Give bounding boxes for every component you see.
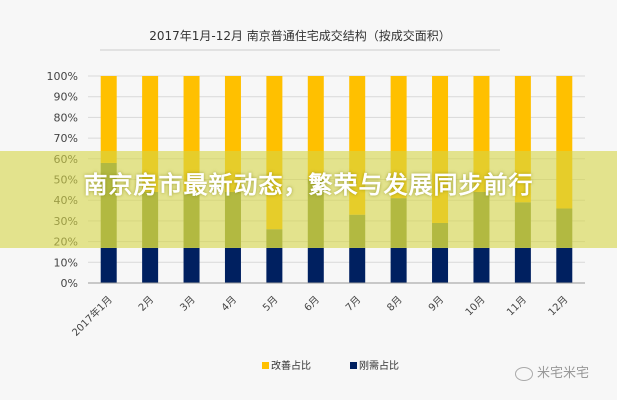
bar-segment [307, 247, 324, 283]
bar-segment [100, 247, 117, 283]
bar-segment [514, 247, 531, 283]
y-tick-label: 80% [54, 111, 78, 124]
x-tick-label: 8月 [385, 294, 405, 314]
bar-segment [224, 247, 241, 283]
x-tick-label: 11月 [504, 294, 529, 319]
bar-segment [100, 76, 117, 163]
watermark-text: 米宅米宅 [537, 366, 590, 381]
legend-label: 刚需占比 [359, 359, 399, 372]
bar-segment [142, 247, 159, 283]
x-tick-label: 2月 [136, 294, 156, 314]
legend-label: 改善占比 [271, 359, 311, 372]
legend-swatch [262, 362, 269, 369]
x-tick-label: 2017年1月 [69, 293, 115, 339]
y-tick-label: 100% [47, 70, 78, 83]
bar-segment [349, 247, 366, 283]
x-tick-label: 3月 [178, 294, 198, 314]
bar-segment [432, 247, 449, 283]
legend-swatch [350, 362, 357, 369]
y-tick-label: 10% [54, 256, 78, 269]
x-tick-label: 9月 [426, 294, 446, 314]
headline: 南京房市最新动态，繁荣与发展同步前行 [83, 171, 534, 199]
bar-segment [390, 247, 407, 283]
x-tick-label: 12月 [546, 294, 571, 319]
x-tick-label: 7月 [343, 294, 363, 314]
x-tick-label: 6月 [302, 294, 322, 314]
bar-segment [473, 247, 490, 283]
x-tick-label: 4月 [219, 294, 239, 314]
bar-segment [183, 247, 200, 283]
y-tick-label: 0% [61, 277, 78, 290]
headline-banner [0, 151, 617, 248]
bar-segment [556, 247, 573, 283]
y-tick-label: 70% [54, 132, 78, 145]
y-tick-label: 90% [54, 91, 78, 104]
x-tick-label: 5月 [260, 294, 280, 314]
watermark: 米宅米宅 [515, 362, 589, 381]
bar-segment [266, 247, 283, 283]
x-tick-label: 10月 [463, 294, 488, 319]
wechat-icon [515, 366, 533, 381]
chart-title: 2017年1月-12月 南京普通住宅成交结构（按成交面积） [149, 28, 451, 43]
